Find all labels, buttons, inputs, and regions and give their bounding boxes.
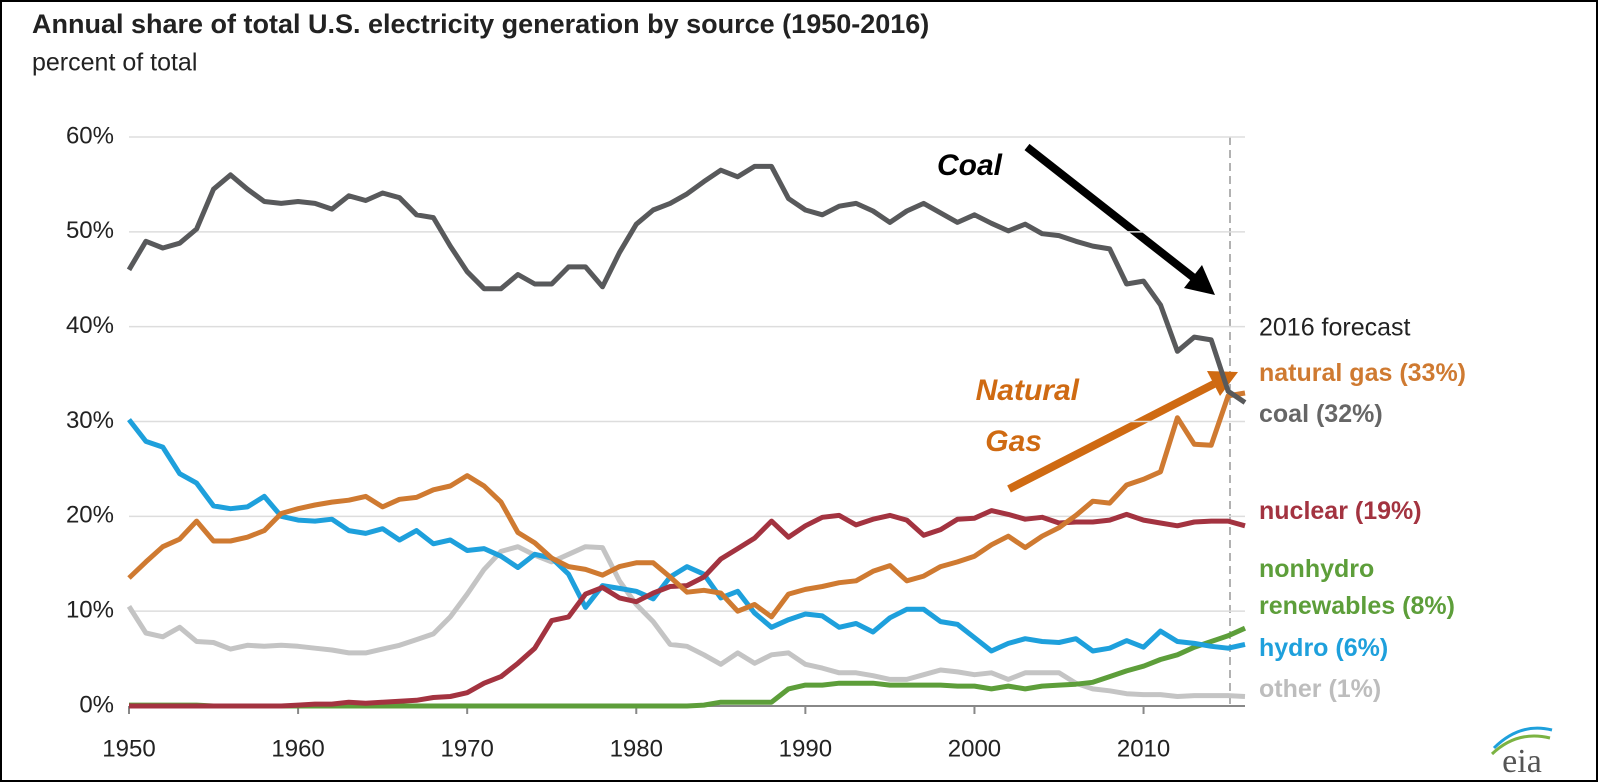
gas-arrow — [1007, 380, 1216, 493]
x-tick-label: 2010 — [1117, 735, 1170, 762]
logo: eia — [1502, 743, 1542, 780]
logo-swoosh — [1492, 726, 1553, 750]
series-label: nonhydro renewables (8%) — [1259, 555, 1455, 620]
series-label: other (1%) — [1259, 675, 1382, 703]
forecast-annotation: 2016 forecast — [1259, 314, 1411, 342]
y-tick-label: 60% — [66, 122, 114, 149]
series-line — [127, 418, 1246, 654]
y-tick-label: 0% — [79, 691, 114, 718]
x-tick-label: 1980 — [610, 735, 663, 762]
series-line — [126, 163, 1247, 405]
logo-swoosh — [1490, 734, 1551, 756]
chart-title: Annual share of total U.S. electricity g… — [32, 9, 929, 39]
y-tick-label: 40% — [66, 312, 114, 339]
series-label: natural gas (33%) — [1259, 359, 1467, 387]
series-label: hydro (6%) — [1259, 634, 1389, 662]
x-tick-label: 1990 — [779, 735, 832, 762]
gas-annotation: Natural — [976, 374, 1080, 407]
coal-arrow — [1024, 143, 1197, 282]
coal-annotation: Coal — [937, 149, 1003, 182]
x-tick-label: 1950 — [102, 735, 155, 762]
coal-arrowhead — [1184, 265, 1215, 295]
series-line — [126, 544, 1246, 699]
series-line — [127, 390, 1246, 620]
x-tick-label: 2000 — [948, 735, 1001, 762]
gas-arrowhead — [1207, 371, 1238, 396]
series-label: nuclear (19%) — [1259, 497, 1422, 525]
y-tick-label: 20% — [66, 502, 114, 529]
series-line — [129, 508, 1246, 709]
x-tick-label: 1960 — [271, 735, 324, 762]
gas-annotation: Gas — [985, 425, 1042, 458]
y-tick-label: 10% — [66, 597, 114, 624]
chart-subtitle: percent of total — [32, 49, 197, 77]
series-label: coal (32%) — [1259, 400, 1383, 428]
x-tick-label: 1970 — [440, 735, 493, 762]
y-tick-label: 30% — [66, 407, 114, 434]
y-tick-label: 50% — [66, 217, 114, 244]
